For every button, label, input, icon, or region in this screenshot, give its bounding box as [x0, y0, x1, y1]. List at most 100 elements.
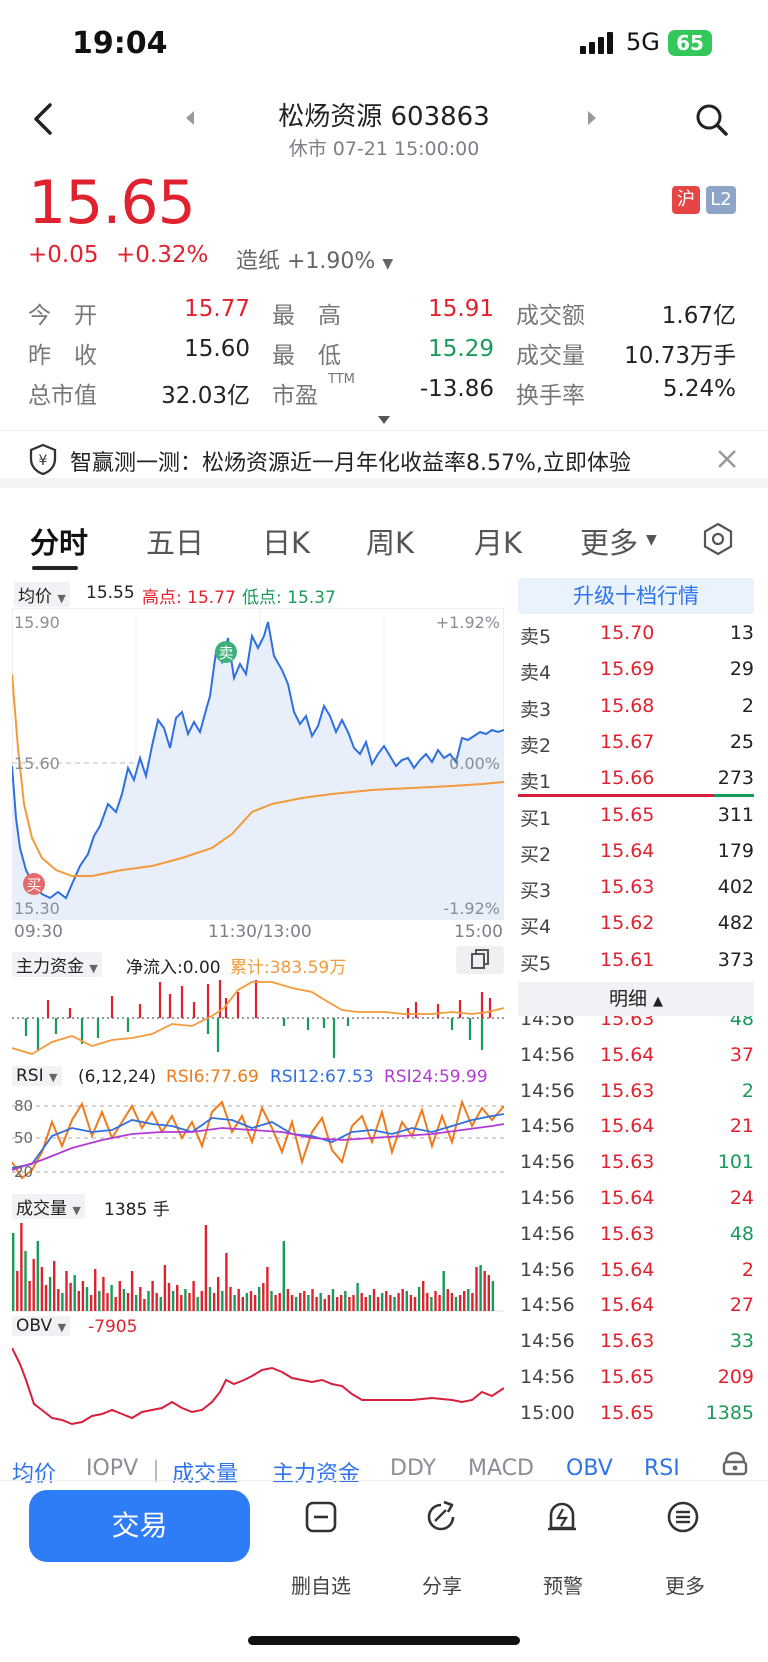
volume-value: 1385 手 — [104, 1195, 170, 1220]
volume-bar — [348, 1297, 350, 1311]
volume-bar — [295, 1297, 297, 1311]
volume-bar — [57, 1289, 59, 1311]
search-icon[interactable] — [694, 102, 730, 138]
close-icon[interactable] — [716, 448, 738, 470]
order-volume: 2 — [742, 695, 754, 717]
trade-detail-list[interactable]: 14:56 15.63 48 14:56 15.64 37 14:56 15.63 2 14:56… — [518, 1016, 754, 1428]
tab-4[interactable]: 月K — [474, 520, 522, 562]
volume-toggle[interactable]: 成交量 ▼ — [12, 1194, 85, 1219]
rsi-toggle[interactable]: RSI ▼ — [12, 1066, 62, 1086]
remove-watchlist-icon[interactable] — [304, 1500, 338, 1534]
volume-bar — [336, 1297, 338, 1311]
level2-badge[interactable]: L2 — [706, 186, 736, 214]
bottom-item-1[interactable]: 分享 — [397, 1570, 487, 1599]
promo-banner[interactable]: ¥ 智赢测一测：松炀资源近一月年化收益率8.57%,立即体验 — [0, 430, 768, 488]
indicator-tab-4[interactable]: DDY — [390, 1456, 436, 1481]
capital-switch-button[interactable] — [456, 946, 504, 974]
volume-bar — [488, 1275, 490, 1311]
share-icon[interactable] — [424, 1500, 458, 1534]
tab-5[interactable]: 更多 — [580, 520, 638, 562]
volume-bar — [90, 1295, 92, 1311]
bottom-item-3[interactable]: 更多 — [640, 1570, 730, 1599]
volume-bar — [225, 1253, 227, 1311]
trade-price: 15.63 — [600, 1080, 654, 1102]
order-volume: 482 — [718, 912, 754, 934]
price-change: +0.05 — [28, 242, 98, 268]
volume-bar — [24, 1251, 26, 1311]
rsi-chart: 80 50 20 — [12, 1092, 504, 1188]
volume-bar — [287, 1289, 289, 1311]
trade-volume: 1385 — [706, 1402, 754, 1424]
pct-mid-label: 0.00% — [449, 754, 500, 773]
capital-toggle[interactable]: 主力资金 ▼ — [12, 952, 102, 977]
order-price: 15.62 — [600, 912, 654, 934]
volume-bar — [209, 1287, 211, 1311]
bottom-item-0[interactable]: 删自选 — [276, 1570, 366, 1599]
bottom-item-2[interactable]: 预警 — [518, 1570, 608, 1599]
rsi-label: RSI — [16, 1066, 44, 1086]
volume-bar — [365, 1297, 367, 1311]
more-icon[interactable] — [666, 1500, 700, 1534]
stat-label: 昨 收 — [28, 336, 97, 370]
volume-bar — [369, 1295, 371, 1311]
tab-indicator — [32, 566, 78, 570]
order-volume: 25 — [730, 731, 754, 753]
tab-3[interactable]: 周K — [366, 520, 414, 562]
tab-0[interactable]: 分时 — [30, 520, 88, 562]
volume-bar — [340, 1295, 342, 1311]
volume-bar — [238, 1289, 240, 1311]
volume-bar — [418, 1287, 420, 1311]
volume-bar — [164, 1265, 166, 1311]
sector-link[interactable]: 造纸 +1.90% ▼ — [236, 243, 393, 275]
volume-bar — [381, 1293, 383, 1311]
order-volume: 29 — [730, 658, 754, 680]
trade-button[interactable]: 交易 — [29, 1490, 250, 1562]
intraday-chart[interactable]: 卖 买 15.90 15.60 15.30 +1.92% 0.00% -1.92… — [12, 608, 504, 920]
settings-icon[interactable] — [702, 522, 734, 556]
expand-stats-icon[interactable] — [377, 415, 391, 425]
indicator-tab-1[interactable]: IOPV — [86, 1456, 138, 1481]
rsi-params: (6,12,24) — [78, 1067, 156, 1087]
trade-volume: 27 — [730, 1294, 754, 1316]
order-level-label: 卖2 — [520, 731, 551, 758]
capital-cum: 累计:383.59万 — [230, 953, 346, 978]
obv-toggle[interactable]: OBV ▼ — [12, 1316, 70, 1336]
order-level-label: 买3 — [520, 876, 551, 903]
next-stock-icon[interactable] — [586, 110, 598, 126]
volume-bar — [94, 1269, 96, 1311]
volume-bar — [192, 1281, 194, 1311]
indicator-tab-7[interactable]: RSI — [644, 1456, 680, 1481]
indicator-tab-6[interactable]: OBV — [566, 1456, 613, 1481]
volume-bar — [131, 1271, 133, 1311]
volume-bar — [127, 1293, 129, 1311]
volume-bar — [65, 1271, 67, 1311]
dropdown-icon: ▼ — [382, 256, 393, 272]
volume-bar — [180, 1295, 182, 1311]
volume-bar — [361, 1293, 363, 1311]
volume-bar — [250, 1291, 252, 1311]
alert-icon[interactable] — [544, 1498, 580, 1534]
stat-value: 15.60 — [184, 336, 250, 362]
network-label: 5G — [626, 28, 660, 56]
volume-bar — [172, 1291, 174, 1311]
volume-bar — [438, 1295, 440, 1311]
avg-toggle[interactable]: 均价 ▼ — [14, 582, 70, 607]
tab-2[interactable]: 日K — [262, 520, 310, 562]
trade-volume: 48 — [730, 1016, 754, 1030]
volume-bar — [119, 1281, 121, 1311]
trade-price: 15.65 — [600, 1402, 654, 1424]
high-point: 高点: 15.77 — [142, 583, 236, 608]
tab-1[interactable]: 五日 — [146, 520, 204, 562]
rsi6-value: RSI6:77.69 — [166, 1067, 259, 1087]
stat-value: 32.03亿 — [161, 376, 250, 410]
stat-value: 10.73万手 — [624, 336, 736, 370]
indicator-settings-icon[interactable] — [718, 1446, 752, 1480]
svg-text:¥: ¥ — [39, 453, 48, 469]
volume-bar — [447, 1289, 449, 1311]
indicator-tab-5[interactable]: MACD — [468, 1456, 534, 1481]
rsi-y20: 20 — [14, 1163, 33, 1181]
stat-label: 成交额 — [516, 296, 585, 330]
detail-toggle[interactable]: 明细 ▲ — [518, 982, 754, 1016]
upgrade-level10-button[interactable]: 升级十档行情 — [518, 578, 754, 614]
market-status: 休市 07-21 15:00:00 — [0, 134, 768, 161]
